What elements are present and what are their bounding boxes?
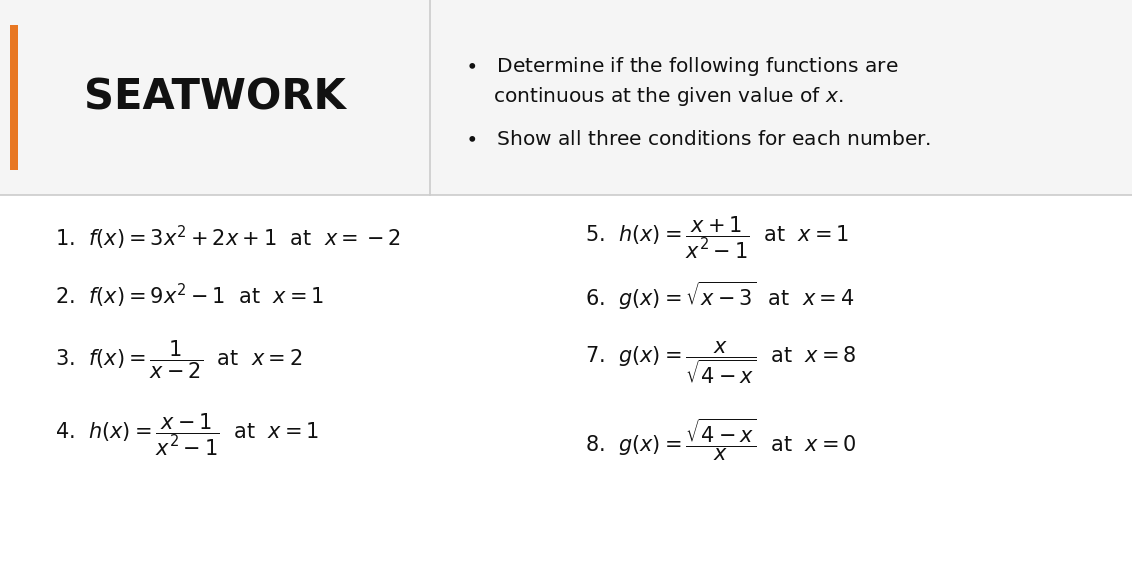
Text: $\bullet$   Show all three conditions for each number.: $\bullet$ Show all three conditions for … xyxy=(465,130,932,149)
Text: 4.  $h(x) = \dfrac{x-1}{x^2-1}$  at  $x = 1$: 4. $h(x) = \dfrac{x-1}{x^2-1}$ at $x = 1… xyxy=(55,412,319,458)
Text: 3.  $f(x) = \dfrac{1}{x-2}$  at  $x = 2$: 3. $f(x) = \dfrac{1}{x-2}$ at $x = 2$ xyxy=(55,339,302,381)
Text: continuous at the given value of $x$.: continuous at the given value of $x$. xyxy=(494,85,843,108)
Text: 6.  $g(x) = \sqrt{x-3}$  at  $x = 4$: 6. $g(x) = \sqrt{x-3}$ at $x = 4$ xyxy=(585,280,855,312)
Text: 5.  $h(x) = \dfrac{x+1}{x^2-1}$  at  $x = 1$: 5. $h(x) = \dfrac{x+1}{x^2-1}$ at $x = 1… xyxy=(585,215,849,261)
Bar xyxy=(10,25,18,170)
Text: SEATWORK: SEATWORK xyxy=(84,76,346,118)
Text: 1.  $f(x) = 3x^2 + 2x + 1$  at  $x = -2$: 1. $f(x) = 3x^2 + 2x + 1$ at $x = -2$ xyxy=(55,224,401,252)
Text: 2.  $f(x) = 9x^2 - 1$  at  $x = 1$: 2. $f(x) = 9x^2 - 1$ at $x = 1$ xyxy=(55,282,324,310)
Text: 7.  $g(x) = \dfrac{x}{\sqrt{4-x}}$  at  $x = 8$: 7. $g(x) = \dfrac{x}{\sqrt{4-x}}$ at $x … xyxy=(585,339,857,386)
Text: 8.  $g(x) = \dfrac{\sqrt{4-x}}{x}$  at  $x = 0$: 8. $g(x) = \dfrac{\sqrt{4-x}}{x}$ at $x … xyxy=(585,417,857,463)
Bar xyxy=(0,0,1132,195)
Text: $\bullet$   Determine if the following functions are: $\bullet$ Determine if the following fun… xyxy=(465,55,899,78)
